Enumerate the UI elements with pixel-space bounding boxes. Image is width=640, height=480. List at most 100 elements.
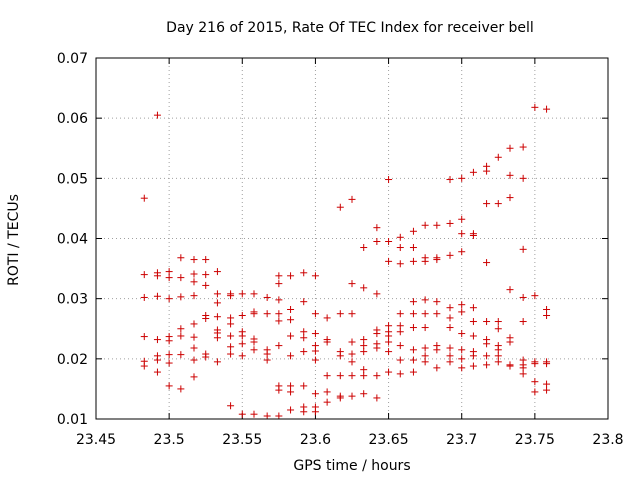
data-point [177,351,185,359]
data-point [140,271,148,279]
data-point [190,256,198,264]
data-point [348,358,356,366]
data-point [506,338,514,346]
data-point [227,290,235,298]
data-point [238,290,246,298]
data-point [396,322,404,330]
data-point [543,360,551,368]
data-point [238,410,246,418]
data-point [421,221,429,229]
data-point [190,292,198,300]
data-point [177,325,185,333]
data-point [165,295,173,303]
data-point [287,388,295,396]
data-point [433,364,441,372]
data-point [336,203,344,211]
data-point [165,351,173,359]
data-point [458,301,466,309]
data-point [543,105,551,113]
data-point [213,334,221,342]
data-point [336,394,344,402]
data-point [263,310,271,318]
data-point [300,298,308,306]
data-point [385,348,393,356]
data-point [140,194,148,202]
data-point [543,305,551,313]
data-point [458,355,466,363]
data-point [494,346,502,354]
data-point [336,372,344,380]
data-point [190,373,198,381]
data-point [469,318,477,326]
data-point [421,257,429,265]
data-point [543,386,551,394]
data-point [250,346,258,354]
data-point [153,272,161,280]
data-point [202,281,210,289]
y-tick-label: 0.01 [57,412,88,428]
data-point [348,392,356,400]
data-point [275,342,283,350]
data-point [446,304,454,312]
data-point [458,174,466,182]
data-point [458,215,466,223]
data-point [519,364,527,372]
data-point [360,342,368,350]
data-point [177,254,185,262]
data-point [165,382,173,390]
x-tick-label: 23.6 [300,432,331,448]
data-point [506,171,514,179]
data-point [531,292,539,300]
data-point [373,238,381,246]
data-point [373,344,381,352]
data-point [433,256,441,264]
data-point [469,304,477,312]
data-points [140,103,551,420]
data-point [469,231,477,239]
y-tick-label: 0.05 [57,171,88,187]
data-point [494,153,502,161]
data-point [421,324,429,332]
data-point [446,324,454,332]
data-point [421,310,429,318]
y-tick-label: 0.02 [57,352,88,368]
data-point [250,310,258,318]
data-point [385,338,393,346]
data-point [213,313,221,321]
data-point [458,330,466,338]
data-point [519,143,527,151]
data-point [348,195,356,203]
data-point [190,270,198,278]
data-point [409,244,417,252]
data-point [385,368,393,376]
data-point [483,361,491,369]
data-point [177,332,185,340]
data-point [373,224,381,232]
data-point [433,310,441,318]
data-point [494,318,502,326]
data-point [323,388,331,396]
data-point [287,382,295,390]
data-point [336,310,344,318]
data-point [263,412,271,420]
data-point [190,333,198,341]
data-point [409,356,417,364]
data-point [348,338,356,346]
data-point [543,312,551,320]
data-point [165,274,173,282]
data-point [311,272,319,280]
x-tick-label: 23.7 [446,432,477,448]
data-point [287,305,295,313]
data-point [360,336,368,344]
data-point [385,322,393,330]
data-point [153,111,161,119]
data-point [190,278,198,286]
data-point [238,312,246,320]
data-point [311,310,319,318]
data-point [360,244,368,252]
data-point [469,168,477,176]
x-tick-label: 23.8 [592,432,623,448]
data-point [531,103,539,111]
data-point [287,272,295,280]
data-point [409,346,417,354]
